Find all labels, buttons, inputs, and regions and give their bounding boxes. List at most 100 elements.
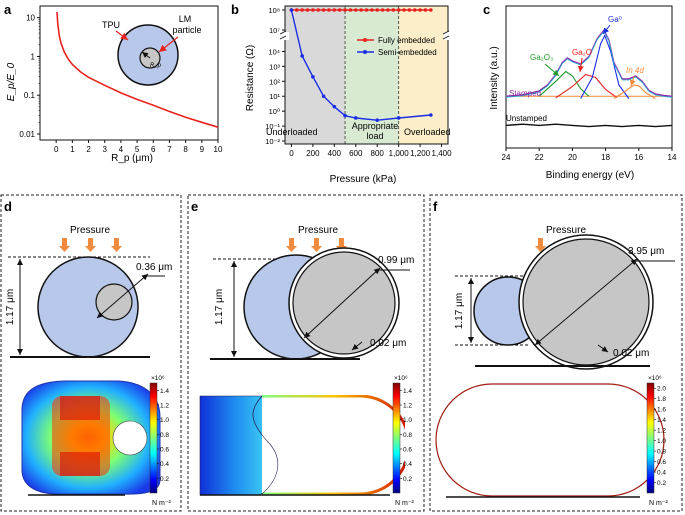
inset-rp-label: R_p xyxy=(150,63,162,69)
series-unstamped xyxy=(505,123,673,128)
data-point xyxy=(343,113,347,118)
inset-tpu-label: TPU xyxy=(102,20,120,30)
y-tick-label: 0.01 xyxy=(19,130,35,139)
region-underloaded xyxy=(285,6,346,144)
data-point xyxy=(332,8,337,12)
panel-d-radius: 0.36 μm xyxy=(136,262,172,273)
colorbar-tick-label: 0.8 xyxy=(160,432,169,439)
x-tick-label: 6 xyxy=(151,145,156,154)
panel-b: b 0 200 400 600 800 1,000 1,200 1,400 10⁻² 10⁻¹ 10… xyxy=(231,2,452,185)
panel-e-stress-map xyxy=(199,395,405,496)
panel-c: c 24 22 20 18 16 14 Intensity (a.u.) Binding … xyxy=(483,2,677,181)
label-unstamped: Unstamped xyxy=(506,114,547,123)
colorbar-tick-label: 0.4 xyxy=(160,461,169,468)
colorbar-tick-label: 0.8 xyxy=(657,449,666,456)
panel-a-ylabel: E_p/E_0 xyxy=(6,62,17,101)
x-tick-label: 14 xyxy=(668,153,677,162)
region-overloaded xyxy=(398,6,448,144)
panel-b-legend: Fully embedded Semi-embedded xyxy=(357,36,437,57)
colorbar-tick-label: 1.4 xyxy=(403,388,412,395)
panel-letter-c: c xyxy=(483,2,490,17)
colorbar-tick-label: 1.0 xyxy=(403,417,412,424)
panel-letter-a: a xyxy=(4,2,12,17)
colorbar-tick-label: 1.0 xyxy=(657,438,666,445)
data-point xyxy=(407,8,412,12)
x-tick-label: 20 xyxy=(568,153,577,162)
panel-e: e Pressure 0.99 μm 0.02 μm 1.17 μm 0.20. xyxy=(187,194,425,512)
colorbar-tick-label: 1.4 xyxy=(657,417,666,424)
colorbar-tick-label: 1.2 xyxy=(160,403,169,410)
panel-d: d Pressure 0.36 μm 1.17 μm 0.2 0.4 0.6 0.8 1… xyxy=(0,194,182,512)
label-stamped: Stamped xyxy=(509,89,541,98)
region-underloaded: Underloaded xyxy=(266,127,318,137)
data-point xyxy=(321,94,326,99)
data-point xyxy=(353,116,358,120)
panel-d-colorbar: 0.2 0.4 0.6 0.8 1.0 1.2 1.4 ×10⁶ N m⁻² xyxy=(149,375,172,507)
x-tick-label: 0 xyxy=(289,149,294,158)
colorbar-tick-label: 1.4 xyxy=(160,388,169,395)
x-tick-label: 1,000 xyxy=(389,149,410,158)
panel-d-frame xyxy=(0,194,182,512)
data-point xyxy=(353,8,358,12)
data-point xyxy=(300,8,304,12)
x-tick-label: 5 xyxy=(135,145,140,154)
series-line-ep-e0 xyxy=(56,11,219,128)
x-tick-label: 4 xyxy=(119,145,124,154)
colorbar-tick-label: 0.2 xyxy=(657,480,666,487)
data-point xyxy=(337,8,342,12)
data-point xyxy=(343,8,347,12)
panel-f-pressure-label: Pressure xyxy=(546,225,586,236)
panel-a-inset: R_p TPU LM particle xyxy=(102,14,202,86)
x-tick-label: 1,200 xyxy=(410,149,431,158)
colorbar-tick-label: 0.8 xyxy=(403,432,412,439)
panel-letter-b: b xyxy=(231,2,239,17)
series-line-semi-embedded xyxy=(290,9,431,121)
x-tick-label: 3 xyxy=(103,145,108,154)
pressure-arrow xyxy=(85,238,96,252)
colorbar-unit: N m⁻² xyxy=(395,500,415,507)
panel-f-shell: 0.02 μm xyxy=(613,348,649,359)
panel-b-xlabel: Pressure (kPa) xyxy=(330,174,397,185)
region-overloaded: Overloaded xyxy=(404,127,451,137)
colorbar-ticks: 0.2 0.4 0.6 0.8 1.0 1.2 1.4 ×10⁶ N m⁻² xyxy=(151,375,172,507)
data-point xyxy=(402,8,406,12)
data-point xyxy=(359,8,363,12)
panel-b-ylabel: Resistance (Ω) xyxy=(245,45,256,111)
y-tick-label: 10¹ xyxy=(269,92,280,101)
data-point xyxy=(311,8,315,12)
data-point xyxy=(294,8,299,12)
pressure-arrow xyxy=(311,238,322,252)
x-tick-label: 8 xyxy=(183,145,188,154)
axis-break-mark xyxy=(279,30,287,40)
panel-d-height: 1.17 μm xyxy=(5,289,16,325)
inset-lm-label-2: particle xyxy=(172,25,201,35)
data-point xyxy=(396,116,401,120)
data-point xyxy=(370,8,374,12)
panel-letter-d: d xyxy=(4,199,12,214)
colorbar-scale: ×10⁶ xyxy=(648,375,662,382)
data-point xyxy=(429,113,433,117)
panel-a-axes: 0 1 2 3 4 5 6 7 8 9 10 0.01 0.1 1 10 xyxy=(19,5,223,154)
colorbar-tick-label: 0.2 xyxy=(160,476,169,483)
pressure-arrow xyxy=(286,238,297,252)
data-point xyxy=(423,8,428,12)
data-point xyxy=(386,8,390,12)
y-tick-label: 10⁻¹ xyxy=(265,122,280,131)
colorbar-tick-label: 1.8 xyxy=(657,396,666,403)
data-point xyxy=(429,8,433,12)
x-tick-label: 24 xyxy=(502,153,511,162)
x-tick-label: 0 xyxy=(54,145,59,154)
region-appropriate: Appropriate xyxy=(352,121,399,131)
series-fit-in4d xyxy=(613,84,656,99)
x-tick-label: 16 xyxy=(634,153,643,162)
colorbar-ticks: 0.2 0.4 0.6 0.8 1.0 1.2 1.4 ×10⁶ N m⁻² xyxy=(394,375,415,507)
x-tick-label: 9 xyxy=(200,145,205,154)
colorbar-gradient xyxy=(392,382,401,494)
label-in4d: In 4d xyxy=(626,66,644,75)
data-point xyxy=(380,8,385,12)
series-stamped-envelope xyxy=(505,29,673,97)
colorbar-tick-label: 2.0 xyxy=(657,386,666,393)
data-point xyxy=(332,104,337,109)
data-point xyxy=(396,8,401,12)
data-point xyxy=(412,8,417,12)
